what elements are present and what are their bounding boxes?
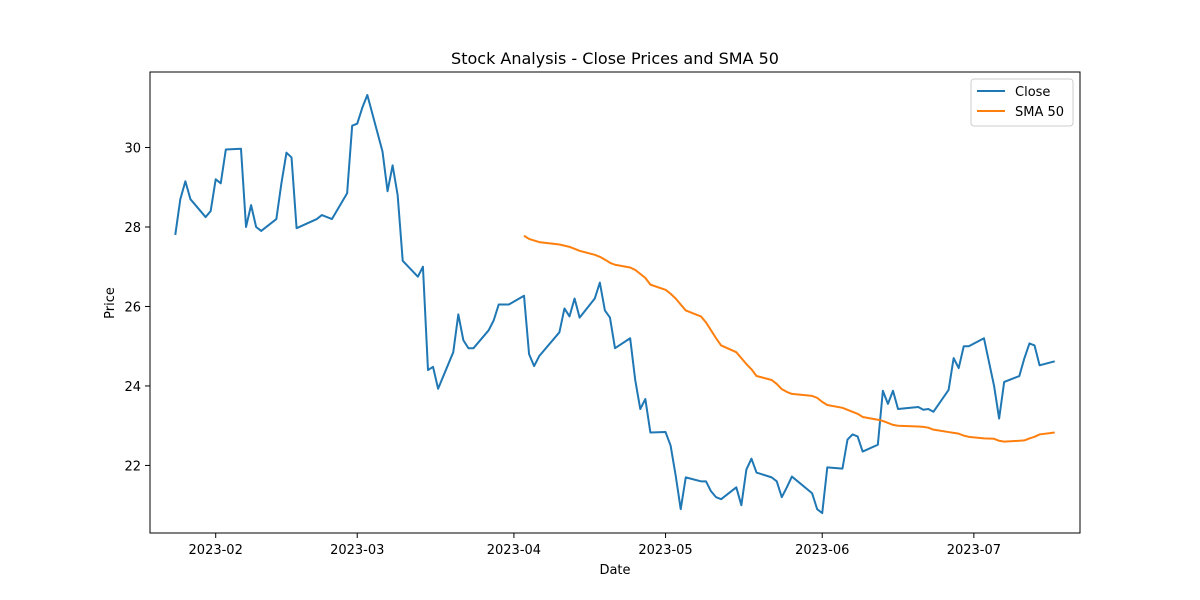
x-tick-label: 2023-02: [189, 543, 243, 558]
x-tick-label: 2023-06: [795, 543, 849, 558]
x-tick-label: 2023-03: [330, 543, 384, 558]
x-axis-label: Date: [599, 563, 630, 578]
y-tick-label: 30: [124, 142, 141, 157]
series-layer: [174, 94, 1055, 515]
series-line-close: [174, 94, 1055, 515]
y-axis: 22 24 26 28 30: [124, 142, 150, 474]
x-axis: 2023-02 2023-03 2023-04 2023-05 2023-06 2023-…: [189, 533, 1001, 558]
x-tick-label: 2023-05: [638, 543, 692, 558]
chart-title: Stock Analysis - Close Prices and SMA 50: [451, 49, 779, 68]
plot-area-frame: [149, 71, 1081, 534]
y-tick-label: 28: [124, 221, 141, 236]
series-line-sma-50: [523, 234, 1055, 443]
y-tick-label: 24: [124, 380, 141, 395]
legend-label-sma-50: SMA 50: [1015, 105, 1064, 120]
x-tick-label: 2023-04: [487, 543, 541, 558]
y-tick-label: 26: [124, 300, 141, 315]
legend: Close SMA 50: [970, 78, 1074, 127]
y-tick-label: 22: [124, 459, 141, 474]
legend-label-close: Close: [1015, 85, 1050, 100]
y-axis-label: Price: [103, 287, 118, 319]
x-tick-label: 2023-07: [947, 543, 1001, 558]
